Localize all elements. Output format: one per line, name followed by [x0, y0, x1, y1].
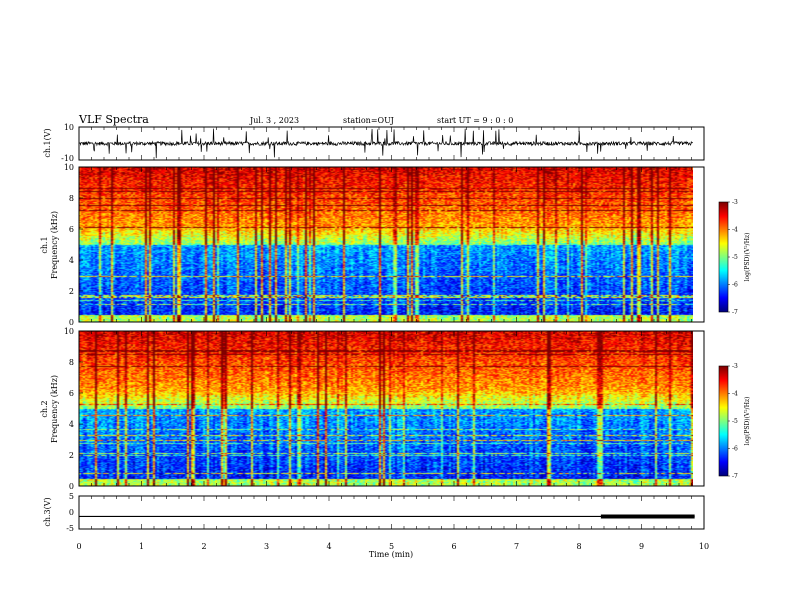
freq-tick-label: 4: [69, 256, 74, 265]
colorbar-tick-label: -7: [732, 473, 738, 480]
ch2-spectrogram-ylabel-frequency: Frequency (kHz): [50, 375, 59, 443]
ch3-ytick-top: 5: [69, 492, 74, 501]
x-tick-label: 1: [139, 542, 144, 551]
colorbar-tick-label: -7: [732, 309, 738, 316]
ch1-spectrogram-yticklabels: 0 2 4 6 8 10: [64, 163, 83, 327]
x-tick-label: 3: [264, 542, 269, 551]
start-time-label: start UT = 9 : 0 : 0: [437, 116, 513, 125]
ch1-waveform-ticks: [78, 127, 705, 160]
ch2-spectrogram-yticklabels: 0 2 4 6 8 10: [64, 327, 83, 491]
date-label: Jul. 3 , 2023: [249, 116, 299, 125]
ch1-waveform-panel: 10 -10 ch.1(V): [43, 123, 705, 163]
ch1-colorbar-ticks: -3 -4 -5 -6 -7: [728, 199, 738, 316]
x-tick-label: 6: [451, 542, 456, 551]
ch2-colorbar-label: log(PSD)(V²/Hz): [744, 397, 751, 446]
ch2-colorbar-ticks: -3 -4 -5 -6 -7: [728, 363, 738, 480]
x-tick-label: 4: [326, 542, 331, 551]
colorbar-tick-label: -3: [732, 363, 738, 370]
ch1-ytick-bottom: -10: [61, 154, 74, 163]
x-tick-label: 7: [514, 542, 519, 551]
ch2-spectrogram-ticks: [78, 331, 705, 486]
x-axis-label: Time (min): [369, 550, 413, 559]
ch1-spectrogram-ylabel-channel: ch.1: [40, 236, 49, 253]
freq-tick-label: 0: [69, 318, 74, 327]
colorbar-tick-label: -5: [732, 418, 738, 425]
freq-tick-label: 8: [69, 194, 74, 203]
ch1-spectrogram-ticks: [78, 167, 705, 322]
x-tick-label: 2: [201, 542, 206, 551]
ch2-spectrogram-image: [79, 331, 693, 486]
freq-tick-label: 8: [69, 358, 74, 367]
station-label: station=OUJ: [343, 116, 394, 125]
colorbar-tick-label: -6: [732, 282, 738, 289]
x-tick-label: 0: [76, 542, 81, 551]
ch1-ytick-top: 10: [64, 123, 74, 132]
ch3-waveform-ylabel: ch.3(V): [43, 497, 52, 526]
ch1-waveform-line: [78, 128, 693, 159]
ch1-spectrogram-image: [79, 167, 693, 322]
colorbar-tick-label: -4: [732, 227, 738, 234]
freq-tick-label: 6: [69, 389, 74, 398]
ch1-spectrogram-ylabel-frequency: Frequency (kHz): [50, 211, 59, 279]
ch1-colorbar-label: log(PSD)(V²/Hz): [744, 233, 751, 282]
x-tick-label: 5: [389, 542, 394, 551]
freq-tick-label: 2: [69, 451, 74, 460]
figure-title: VLF Spectra: [78, 113, 149, 126]
freq-tick-label: 0: [69, 482, 74, 491]
colorbar-tick-label: -5: [732, 254, 738, 261]
colorbar-tick-label: -3: [732, 199, 738, 206]
freq-tick-label: 2: [69, 287, 74, 296]
colorbar-tick-label: -6: [732, 446, 738, 453]
ch3-waveform-frame: [78, 495, 705, 530]
x-tick-label: 10: [699, 542, 709, 551]
freq-tick-label: 10: [64, 327, 74, 336]
ch3-ytick-bottom: -5: [66, 524, 74, 533]
ch1-colorbar: [719, 202, 728, 312]
freq-tick-label: 10: [64, 163, 74, 172]
ch3-waveform-panel: 5 0 -5 ch.3(V): [43, 492, 705, 533]
ch2-spectrogram-ylabel-channel: ch.2: [40, 400, 49, 417]
x-tick-label: 8: [576, 542, 581, 551]
ch3-waveform-ticks: [78, 496, 705, 529]
freq-tick-label: 4: [69, 420, 74, 429]
ch2-colorbar: [719, 366, 728, 476]
freq-tick-label: 6: [69, 225, 74, 234]
ch3-ytick-mid: 0: [69, 508, 74, 517]
ch1-waveform-ylabel: ch.1(V): [43, 128, 52, 157]
x-axis-ticklabels: 0 1 2 3 4 5 6 7 8 9 10: [76, 542, 709, 551]
colorbar-tick-label: -4: [732, 391, 738, 398]
x-tick-label: 9: [639, 542, 644, 551]
